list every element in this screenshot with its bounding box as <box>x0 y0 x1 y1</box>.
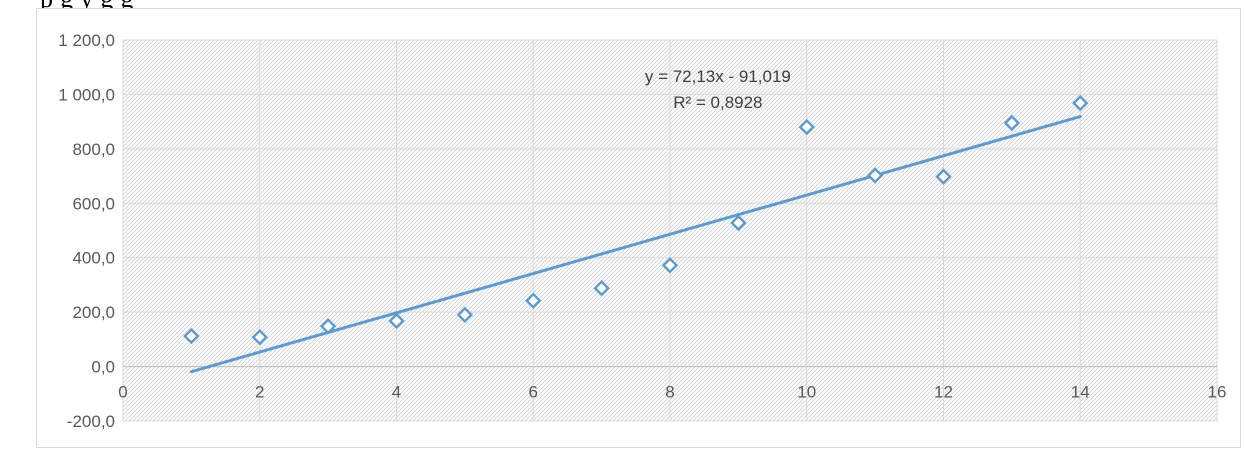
trendline-labels: y = 72,13x - 91,019 R² = 0,8928 <box>645 67 791 112</box>
x-tick-label: 6 <box>529 383 538 402</box>
data-point <box>730 214 747 232</box>
x-tick-label: 14 <box>1071 383 1090 402</box>
x-tick-label: 8 <box>665 383 674 402</box>
x-tick-label: 16 <box>1208 383 1227 402</box>
x-tick-label: 0 <box>118 383 127 402</box>
x-tick-label: 10 <box>797 383 816 402</box>
trendline-equation-label: y = 72,13x - 91,019 <box>645 67 791 86</box>
y-tick-label: 0,0 <box>91 358 115 377</box>
data-point <box>1003 114 1021 132</box>
data-point <box>319 318 337 335</box>
data-point <box>593 279 610 297</box>
trendline-r2-label: R² = 0,8928 <box>673 93 762 112</box>
y-tick-label: -200,0 <box>67 412 115 431</box>
axes: -200,0 0,0 200,0 400,0 600,0 800,0 1 000,0 1 20… <box>58 31 1226 431</box>
data-point <box>456 306 474 324</box>
y-tick-label: 600,0 <box>72 194 115 213</box>
data-point <box>183 327 200 345</box>
y-tick-label: 200,0 <box>72 303 115 322</box>
trendline-group <box>189 115 1082 374</box>
x-tick-label: 12 <box>934 383 953 402</box>
data-point <box>1072 94 1089 112</box>
y-tick-label: 400,0 <box>72 249 115 268</box>
data-point <box>525 292 542 309</box>
data-point <box>388 312 405 330</box>
y-tick-label: 1 000,0 <box>58 85 115 104</box>
scatter-chart: -200,0 0,0 200,0 400,0 600,0 800,0 1 000,0 1 20… <box>58 31 1226 431</box>
data-points <box>183 94 1089 346</box>
trendline <box>189 115 1082 374</box>
data-point <box>935 168 952 185</box>
data-point <box>798 118 815 136</box>
data-point <box>866 167 884 184</box>
caption-fragment: p g y g g <box>0 0 1246 10</box>
chart-frame: -200,0 0,0 200,0 400,0 600,0 800,0 1 000,0 1 20… <box>36 8 1241 448</box>
data-point <box>251 328 268 346</box>
x-tick-label: 4 <box>392 383 401 402</box>
x-tick-label: 2 <box>255 383 264 402</box>
y-tick-label: 800,0 <box>72 140 115 159</box>
data-point <box>661 257 679 274</box>
y-tick-label: 1 200,0 <box>58 31 115 50</box>
